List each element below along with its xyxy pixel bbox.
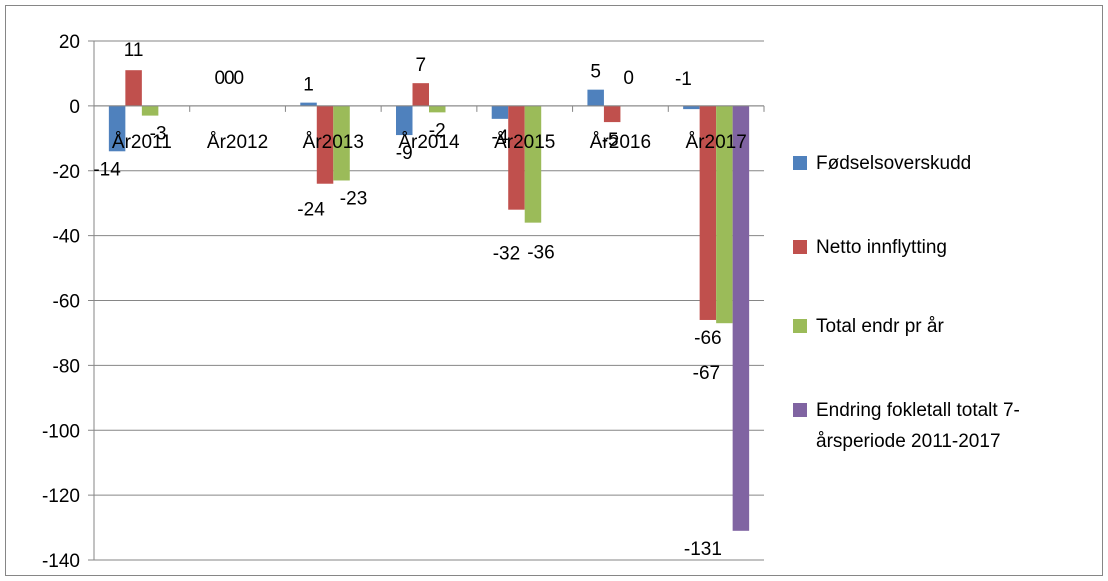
bars bbox=[108, 70, 750, 531]
axes: 200-20-40-60-80-100-120-140 bbox=[42, 32, 765, 572]
bar bbox=[699, 105, 717, 320]
category-label: År2013 bbox=[303, 132, 364, 153]
data-label: -1 bbox=[675, 69, 692, 90]
data-label: -5 bbox=[602, 130, 619, 151]
bar bbox=[524, 105, 542, 223]
bar bbox=[141, 105, 159, 116]
legend-label: Endring fokletall totalt 7- bbox=[816, 400, 1020, 421]
bar bbox=[587, 89, 604, 106]
category-label: År2017 bbox=[686, 132, 747, 153]
chart-frame: 20 0 -20 -40 -60 -80 -100 -120 -140 År2011 År2012… bbox=[5, 5, 1103, 576]
data-label: -3 bbox=[150, 124, 167, 145]
bar bbox=[412, 83, 429, 106]
legend-swatch bbox=[793, 156, 807, 170]
bar bbox=[603, 105, 621, 123]
bar bbox=[396, 105, 413, 136]
legend: Fødselsoverskudd Netto innflytting Total e… bbox=[793, 153, 1020, 452]
category-label: År2014 bbox=[398, 132, 460, 153]
legend-swatch bbox=[793, 403, 807, 417]
bar bbox=[683, 105, 700, 110]
data-labels: År2011 År2012 År2013 År2014 År2015 År2016 År20… bbox=[93, 40, 746, 560]
data-label: 11 bbox=[124, 40, 144, 61]
bar bbox=[732, 105, 750, 531]
category-label: År2011 bbox=[112, 132, 172, 153]
y-tick-label: -20 bbox=[53, 162, 80, 183]
bar bbox=[108, 105, 126, 152]
bar bbox=[508, 105, 525, 210]
legend-label: Netto innflytting bbox=[816, 237, 947, 258]
y-tick-label: -100 bbox=[42, 421, 80, 442]
data-label: 0 bbox=[234, 68, 245, 89]
bar bbox=[125, 70, 142, 106]
data-label: -4 bbox=[492, 127, 509, 148]
data-label: -24 bbox=[297, 200, 325, 221]
bar bbox=[429, 105, 446, 113]
y-tick-label: -80 bbox=[53, 356, 80, 377]
bar bbox=[333, 105, 350, 181]
bar bbox=[316, 105, 334, 184]
legend-label: årsperiode 2011-2017 bbox=[816, 431, 1001, 452]
data-label: -131 bbox=[684, 539, 722, 560]
data-label: -9 bbox=[396, 143, 413, 164]
bar bbox=[716, 105, 733, 324]
legend-swatch bbox=[793, 319, 807, 333]
legend-label: Fødselsoverskudd bbox=[816, 153, 971, 174]
gridlines bbox=[94, 40, 764, 561]
data-label: -67 bbox=[693, 363, 720, 384]
bar-chart: 200-20-40-60-80-100-120-140 År2011 År2012… bbox=[42, 32, 1020, 572]
y-tick-label: -140 bbox=[42, 551, 80, 572]
data-label: 0 bbox=[215, 68, 226, 89]
legend-label: Total endr pr år bbox=[816, 316, 944, 337]
y-tick-label: 0 bbox=[69, 97, 80, 118]
data-label: -23 bbox=[340, 188, 367, 209]
legend-swatch bbox=[793, 240, 807, 254]
bar bbox=[300, 102, 317, 106]
data-label: 0 bbox=[224, 68, 235, 89]
y-tick-label: -120 bbox=[42, 486, 80, 507]
data-label: 5 bbox=[590, 62, 601, 83]
bar bbox=[491, 105, 509, 119]
data-label: 0 bbox=[623, 68, 634, 89]
data-label: -66 bbox=[694, 328, 721, 349]
data-label: -14 bbox=[93, 159, 121, 180]
data-label: 1 bbox=[303, 75, 314, 96]
category-label: År2012 bbox=[207, 132, 268, 153]
y-tick-label: -60 bbox=[53, 292, 80, 313]
data-label: -36 bbox=[527, 243, 554, 264]
category-label: År2016 bbox=[590, 132, 651, 153]
category-label: År2015 bbox=[494, 132, 555, 153]
y-tick-label: 20 bbox=[59, 32, 80, 53]
data-label: -2 bbox=[429, 120, 446, 141]
data-label: -32 bbox=[493, 244, 520, 265]
data-label: 7 bbox=[415, 55, 426, 76]
y-tick-label: -40 bbox=[53, 227, 80, 248]
